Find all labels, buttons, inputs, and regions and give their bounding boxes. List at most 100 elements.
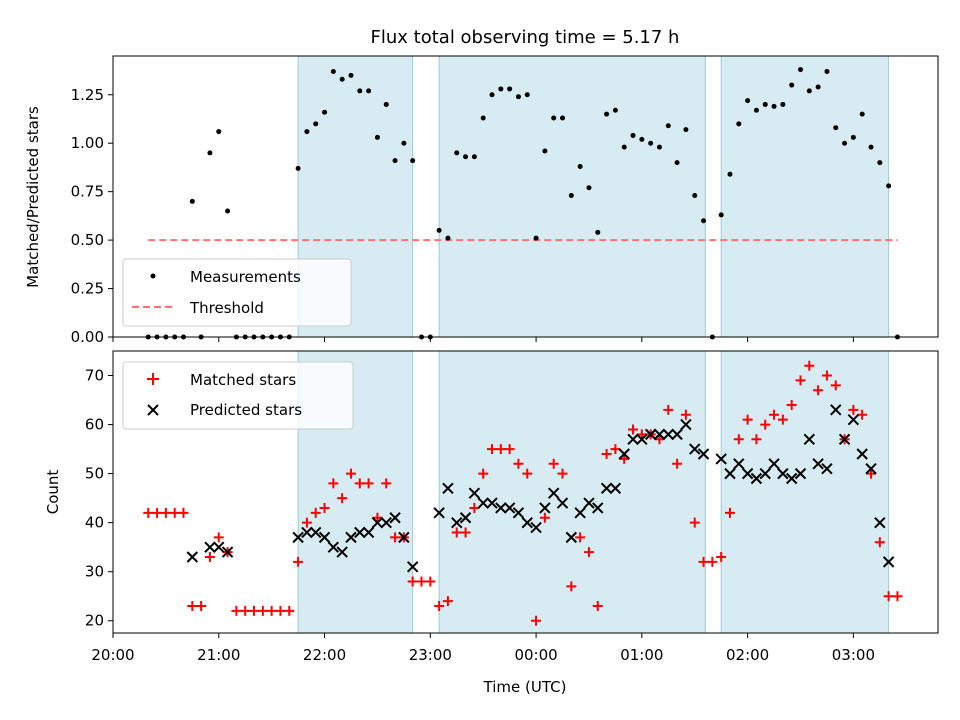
predicted-stars-point bbox=[486, 497, 498, 509]
count-axes-frame bbox=[112, 350, 939, 634]
measurements-point bbox=[216, 129, 222, 135]
matched-stars-point bbox=[495, 444, 506, 455]
predicted-stars-point bbox=[565, 531, 578, 544]
measurements-point bbox=[507, 86, 513, 92]
predicted-stars-point bbox=[609, 482, 622, 495]
measurements-point bbox=[383, 101, 389, 107]
measurements-point bbox=[745, 98, 751, 104]
predicted-stars-point bbox=[301, 526, 313, 539]
count-y-tick-label: 20 bbox=[85, 612, 104, 630]
measurements-point bbox=[683, 127, 689, 133]
predicted-stars-point bbox=[292, 531, 304, 544]
predicted-stars-point bbox=[768, 458, 780, 470]
matched-stars-point bbox=[892, 591, 903, 602]
ratio-y-tick-label: 0.75 bbox=[71, 183, 104, 201]
matched-stars-point bbox=[724, 507, 735, 518]
predicted-stars-point bbox=[662, 428, 674, 441]
predicted-stars-point bbox=[874, 516, 886, 529]
ratio-y-tick-label: 1.25 bbox=[71, 86, 104, 104]
matched-stars-point bbox=[240, 605, 251, 616]
matched-stars-point bbox=[275, 605, 286, 616]
count-x-tick-label: 00:00 bbox=[514, 646, 557, 664]
measurements-point bbox=[489, 92, 495, 98]
measurements-point bbox=[665, 123, 671, 129]
matched-stars-point bbox=[566, 581, 577, 592]
predicted-stars-point bbox=[583, 497, 595, 509]
matched-stars-point bbox=[777, 414, 788, 425]
count-points-layer bbox=[143, 360, 903, 626]
count-shaded-intervals bbox=[297, 350, 890, 634]
predicted-stars-point bbox=[406, 561, 419, 573]
matched-stars-point bbox=[848, 404, 859, 415]
matched-stars-point bbox=[354, 478, 365, 489]
ratio-y-tick-label: 0.50 bbox=[71, 231, 104, 249]
matched-stars-point bbox=[284, 605, 295, 616]
matched-stars-point bbox=[795, 375, 806, 386]
predicted-stars-point bbox=[882, 556, 895, 568]
matched-stars-point bbox=[504, 444, 515, 455]
ratio-points-layer bbox=[145, 67, 900, 340]
matched-stars-point bbox=[733, 434, 744, 445]
legend-measurements-marker bbox=[150, 273, 156, 279]
matched-stars-point bbox=[442, 596, 453, 607]
measurements-point bbox=[868, 144, 874, 150]
measurements-point bbox=[339, 76, 345, 82]
matched-stars-point bbox=[548, 458, 559, 469]
count-y-tick-label: 70 bbox=[85, 367, 104, 385]
predicted-stars-point bbox=[468, 487, 481, 499]
measurements-point bbox=[374, 134, 380, 140]
predicted-stars-point bbox=[724, 467, 736, 480]
predicted-stars-point bbox=[371, 516, 384, 529]
measurements-point bbox=[798, 67, 803, 73]
count-x-tick-label: 01:00 bbox=[620, 646, 663, 664]
matched-stars-point bbox=[769, 409, 780, 420]
matched-stars-point bbox=[786, 399, 797, 410]
matched-stars-point bbox=[169, 507, 180, 518]
predicted-stars-point bbox=[521, 516, 533, 529]
matched-stars-point bbox=[883, 591, 894, 602]
ratio-shaded-intervals bbox=[297, 55, 890, 338]
predicted-stars-point bbox=[803, 433, 816, 445]
measurements-point bbox=[463, 154, 469, 160]
predicted-stars-point bbox=[794, 467, 807, 480]
predicted-stars-point bbox=[627, 433, 639, 445]
ratio-y-ticks: 0.00 0.25 0.50 0.75 1.00 1.25 bbox=[71, 86, 113, 346]
predicted-stars-point bbox=[644, 428, 657, 441]
legend-matched-marker bbox=[147, 373, 159, 385]
measurements-point bbox=[357, 88, 363, 94]
measurements-point bbox=[833, 125, 839, 131]
predicted-stars-point bbox=[812, 458, 824, 470]
matched-stars-point bbox=[178, 507, 189, 518]
predicted-stars-point bbox=[503, 502, 516, 514]
measurements-point bbox=[815, 84, 821, 90]
ratio-title: Flux total observing time = 5.17 h bbox=[371, 27, 680, 48]
measurements-point bbox=[621, 144, 627, 150]
matched-stars-point bbox=[539, 512, 550, 523]
matched-stars-point bbox=[381, 478, 392, 489]
predicted-stars-point bbox=[865, 462, 877, 475]
matched-stars-point bbox=[328, 478, 339, 489]
predicted-stars-point bbox=[680, 418, 692, 431]
measurements-point bbox=[674, 160, 680, 166]
count-x-ticks: 20:00 21:00 22:00 23:00 00:00 01:00 02:00 03:00 bbox=[91, 633, 875, 664]
matched-stars-point bbox=[160, 507, 171, 518]
matched-stars-point bbox=[707, 556, 718, 567]
matched-stars-point bbox=[583, 547, 594, 558]
matched-stars-point bbox=[804, 360, 815, 371]
measurements-point bbox=[753, 107, 759, 113]
measurements-point bbox=[648, 140, 654, 146]
predicted-stars-point bbox=[389, 512, 401, 524]
count-x-tick-label: 23:00 bbox=[409, 646, 452, 664]
measurements-point bbox=[401, 140, 407, 146]
predicted-stars-point bbox=[750, 472, 763, 485]
predicted-stars-point bbox=[433, 507, 445, 519]
count-legend: Matched stars Predicted stars bbox=[122, 361, 354, 430]
matched-stars-point bbox=[592, 601, 603, 612]
measurements-point bbox=[524, 92, 530, 98]
predicted-stars-point bbox=[741, 467, 754, 480]
predicted-stars-point bbox=[600, 482, 613, 495]
matched-stars-point bbox=[469, 502, 480, 513]
predicted-stars-point bbox=[318, 531, 331, 544]
measurements-point bbox=[454, 150, 460, 156]
predicted-stars-point bbox=[495, 502, 507, 514]
